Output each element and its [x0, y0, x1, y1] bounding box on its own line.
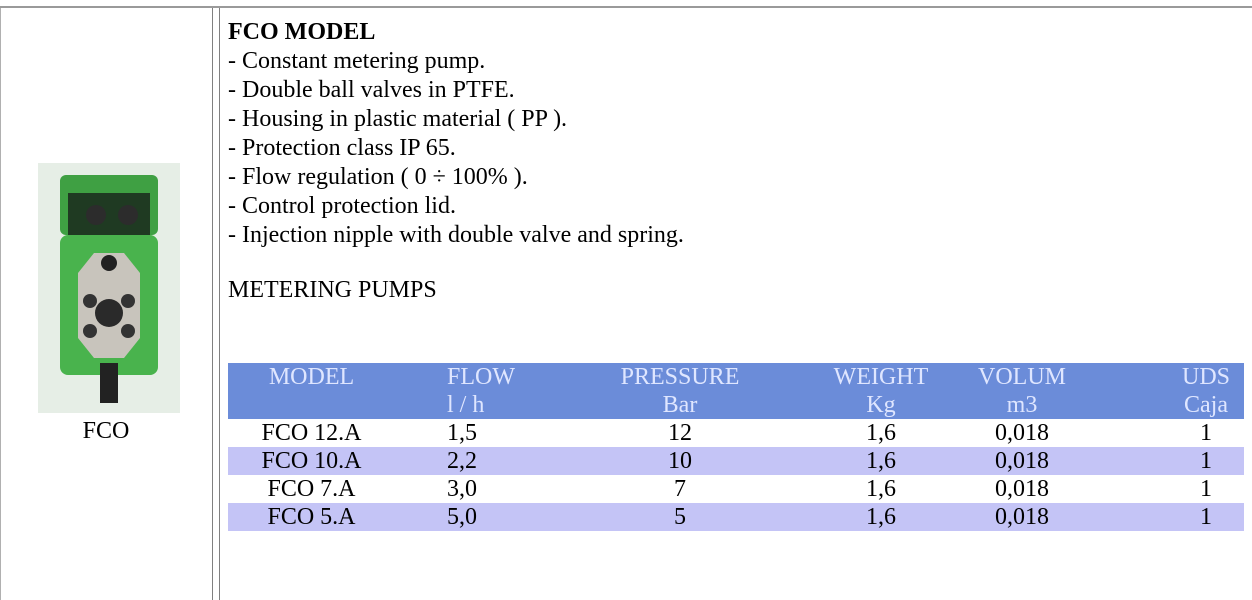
- header-cell: MODEL: [228, 363, 395, 391]
- table-cell: FCO 7.A: [267, 475, 356, 502]
- feature: - Injection nipple with double valve and…: [228, 222, 684, 248]
- product-image: [38, 163, 180, 413]
- header-cell: FLOW: [395, 363, 570, 391]
- feature: - Protection class IP 65.: [228, 135, 456, 161]
- table-body: FCO 12.A 1,5 12 1,6 0,018 1 FCO 10.A 2,2 10 1,6 0,…: [228, 419, 1244, 531]
- table-cell: 1,6: [866, 475, 896, 502]
- table-cell: 3,0: [447, 475, 477, 502]
- header-cell: UDS: [1072, 363, 1244, 391]
- feature: - Flow regulation ( 0 ÷ 100% ).: [228, 164, 528, 190]
- table-cell: 0,018: [972, 447, 1072, 475]
- feature-list: - Constant metering pump. - Double ball v…: [228, 47, 1248, 250]
- table-cell: 10: [570, 447, 790, 475]
- table-cell: 1: [1072, 503, 1244, 531]
- table-cell: 0,018: [995, 419, 1049, 446]
- table-cell: 1,5: [447, 419, 477, 446]
- table-cell: 0,018: [972, 503, 1072, 531]
- table-row: FCO 12.A 1,5 12 1,6 0,018 1: [228, 419, 1244, 447]
- header-cell: [228, 391, 395, 419]
- header-cell: Kg: [790, 391, 972, 419]
- description: FCO MODEL - Constant metering pump. - Dou…: [228, 18, 1248, 305]
- table-cell: 12: [668, 419, 692, 446]
- image-caption: FCO: [82, 418, 130, 444]
- feature: - Double ball valves in PTFE.: [228, 77, 515, 103]
- header-cell: Bar: [570, 391, 790, 419]
- header-row: MODEL FLOW PRESSURE WEIGHT VOLUM UDS: [228, 363, 1244, 391]
- header-cell: PRESSURE: [570, 363, 790, 391]
- table-cell: 1: [1200, 475, 1212, 502]
- table-cell: 2,2: [395, 447, 570, 475]
- table-cell: 1: [1072, 447, 1244, 475]
- feature: - Constant metering pump.: [228, 48, 486, 74]
- table-cell: 5: [570, 503, 790, 531]
- header-cell: m3: [972, 391, 1072, 419]
- header-cell: WEIGHT: [790, 363, 972, 391]
- feature: - Control protection lid.: [228, 193, 456, 219]
- table-row: FCO 5.A 5,0 5 1,6 0,018 1: [228, 503, 1244, 531]
- table-cell: 1: [1200, 419, 1212, 446]
- table-caption: METERING PUMPS: [228, 277, 437, 303]
- table-cell: 1,6: [866, 419, 896, 446]
- top-border: [0, 6, 1252, 8]
- table-cell: 7: [674, 475, 686, 502]
- image-cell: [0, 8, 213, 600]
- feature: - Housing in plastic material ( PP ).: [228, 106, 568, 132]
- title: FCO MODEL: [228, 19, 376, 45]
- table-cell: FCO 5.A: [228, 503, 395, 531]
- table-cell: FCO 10.A: [228, 447, 395, 475]
- table-cell: FCO 12.A: [261, 419, 362, 446]
- table-cell: 5,0: [395, 503, 570, 531]
- header-cell: Caja: [1072, 391, 1244, 419]
- header-row: l / h Bar Kg m3 Caja: [228, 391, 1244, 419]
- table-header: MODEL FLOW PRESSURE WEIGHT VOLUM UDS l / h Bar K…: [228, 363, 1244, 419]
- table-cell: 1,6: [790, 503, 972, 531]
- separator: [219, 8, 220, 600]
- table-row: FCO 7.A 3,0 7 1,6 0,018 1: [228, 475, 1244, 503]
- table-row: FCO 10.A 2,2 10 1,6 0,018 1: [228, 447, 1244, 475]
- table-cell: 1,6: [790, 447, 972, 475]
- header-cell: l / h: [395, 391, 570, 419]
- separator: [212, 8, 213, 600]
- table-cell: 0,018: [995, 475, 1049, 502]
- header-cell: VOLUM: [972, 363, 1072, 391]
- spec-table: MODEL FLOW PRESSURE WEIGHT VOLUM UDS l / h Bar K…: [228, 363, 1244, 531]
